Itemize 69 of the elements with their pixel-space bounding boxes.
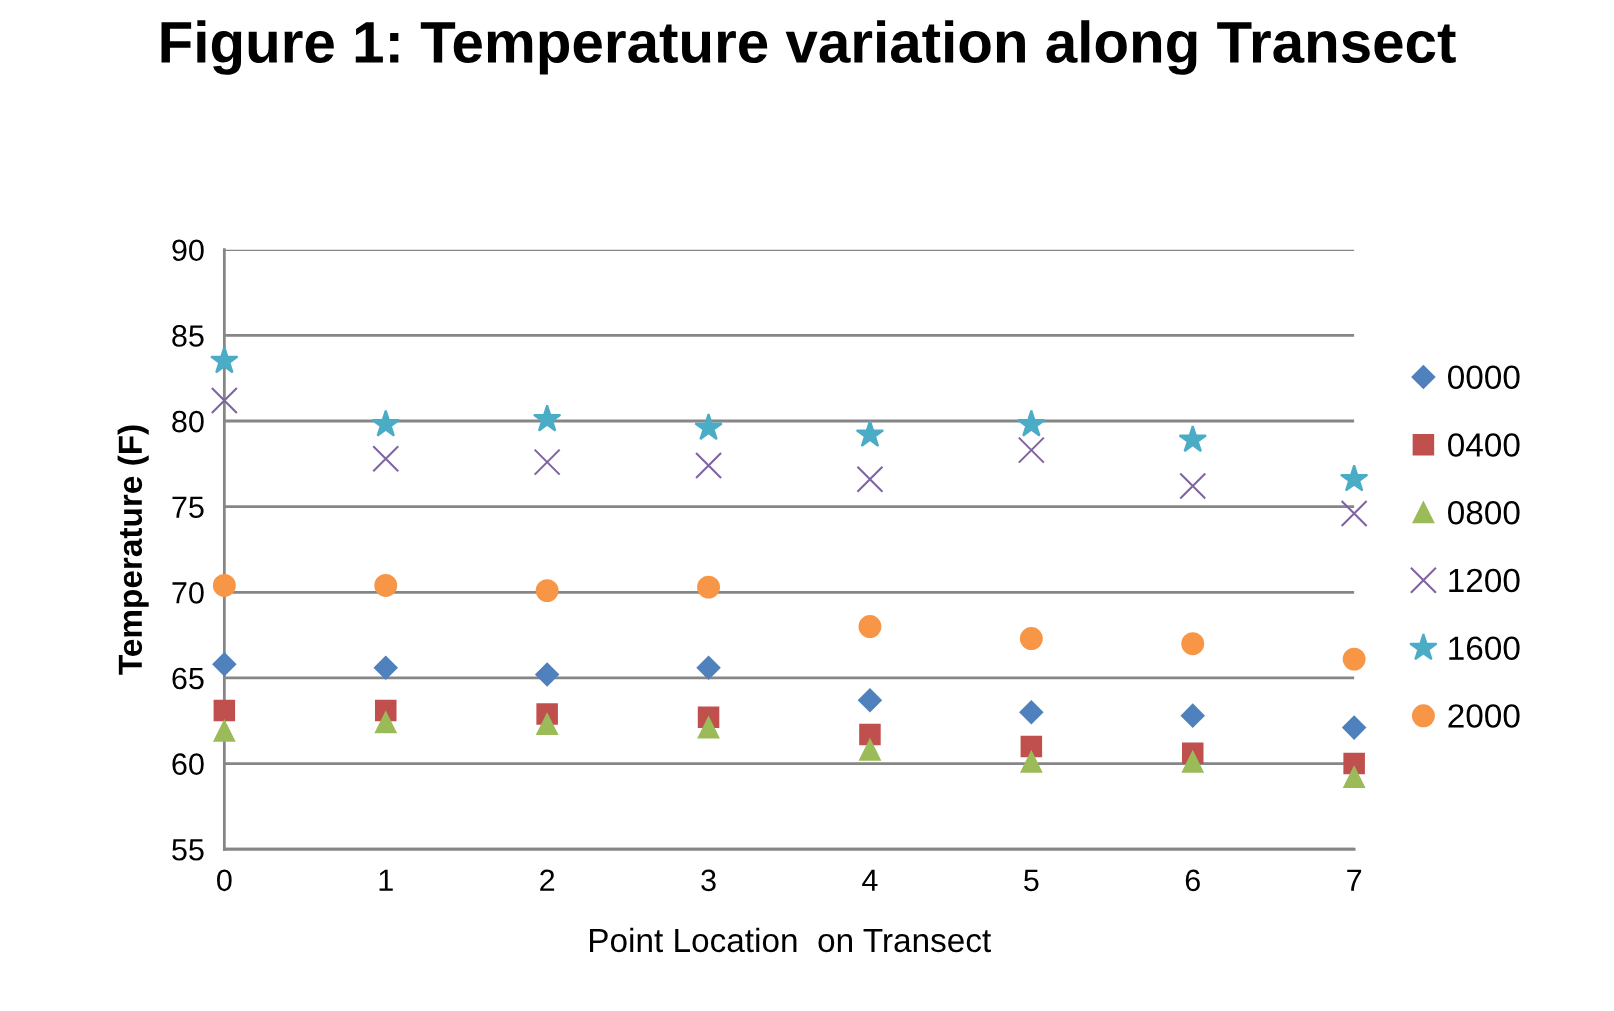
point	[1343, 752, 1365, 775]
point	[1179, 472, 1207, 500]
point	[1180, 703, 1205, 728]
y-axis-title: Temperature (F)	[117, 425, 149, 675]
x-tick-label: 3	[701, 869, 716, 892]
point	[532, 404, 562, 432]
point	[371, 409, 400, 437]
point	[533, 448, 561, 476]
point	[694, 412, 723, 441]
point	[697, 575, 720, 599]
y-tick-label: 85	[172, 325, 204, 347]
point	[210, 386, 238, 414]
legend-label: 0800	[1448, 500, 1520, 525]
y-tick-label: 70	[172, 582, 204, 604]
legend-label: 1200	[1449, 568, 1520, 593]
x-tick-label: 1	[379, 869, 393, 891]
y-tick-label: 75	[172, 496, 204, 519]
point	[1019, 627, 1043, 651]
point	[696, 655, 721, 680]
x-tick-label: 4	[862, 869, 878, 891]
point	[1339, 464, 1369, 492]
point	[1342, 715, 1366, 740]
point	[1342, 647, 1366, 671]
point	[1181, 751, 1204, 773]
point	[859, 723, 881, 746]
x-axis-title: Point Location on Transect	[590, 927, 991, 953]
x-tick-label: 0	[217, 869, 232, 892]
point	[374, 711, 397, 734]
x-tick-label: 2	[540, 869, 555, 891]
point	[1020, 751, 1043, 773]
point	[372, 445, 400, 473]
point	[858, 688, 882, 713]
point	[858, 615, 882, 639]
y-tick-label: 90	[172, 239, 204, 262]
legend-label: 0400	[1448, 433, 1520, 457]
point	[697, 716, 720, 739]
point	[374, 573, 398, 597]
point	[1017, 436, 1045, 464]
point	[1178, 424, 1207, 453]
point	[212, 652, 237, 677]
point	[1017, 409, 1046, 437]
point	[1343, 766, 1365, 789]
point	[1181, 632, 1205, 656]
point	[213, 699, 236, 722]
point	[535, 662, 559, 687]
point	[1020, 735, 1043, 758]
point	[856, 465, 884, 493]
point	[210, 346, 239, 374]
legend-label: 2000	[1448, 704, 1520, 728]
legend-label: 1600	[1449, 636, 1520, 661]
point	[373, 655, 398, 680]
point	[213, 720, 236, 742]
chart-title: Figure 1: Temperature variation along Transect	[161, 20, 1456, 75]
y-tick-label: 60	[172, 753, 204, 775]
legend-label: 0000	[1448, 365, 1520, 390]
x-tick-label: 6	[1185, 869, 1200, 892]
point	[1340, 499, 1368, 528]
x-tick-label: 5	[1024, 869, 1039, 892]
point	[1019, 700, 1044, 725]
point	[536, 713, 558, 735]
y-tick-label: 55	[172, 839, 204, 861]
point	[855, 419, 885, 447]
point	[535, 579, 559, 603]
y-tick-label: 65	[172, 667, 204, 690]
point	[859, 739, 881, 761]
y-tick-label: 80	[172, 410, 204, 433]
x-tick-label: 7	[1347, 869, 1362, 891]
point	[212, 573, 236, 597]
point	[695, 452, 723, 480]
